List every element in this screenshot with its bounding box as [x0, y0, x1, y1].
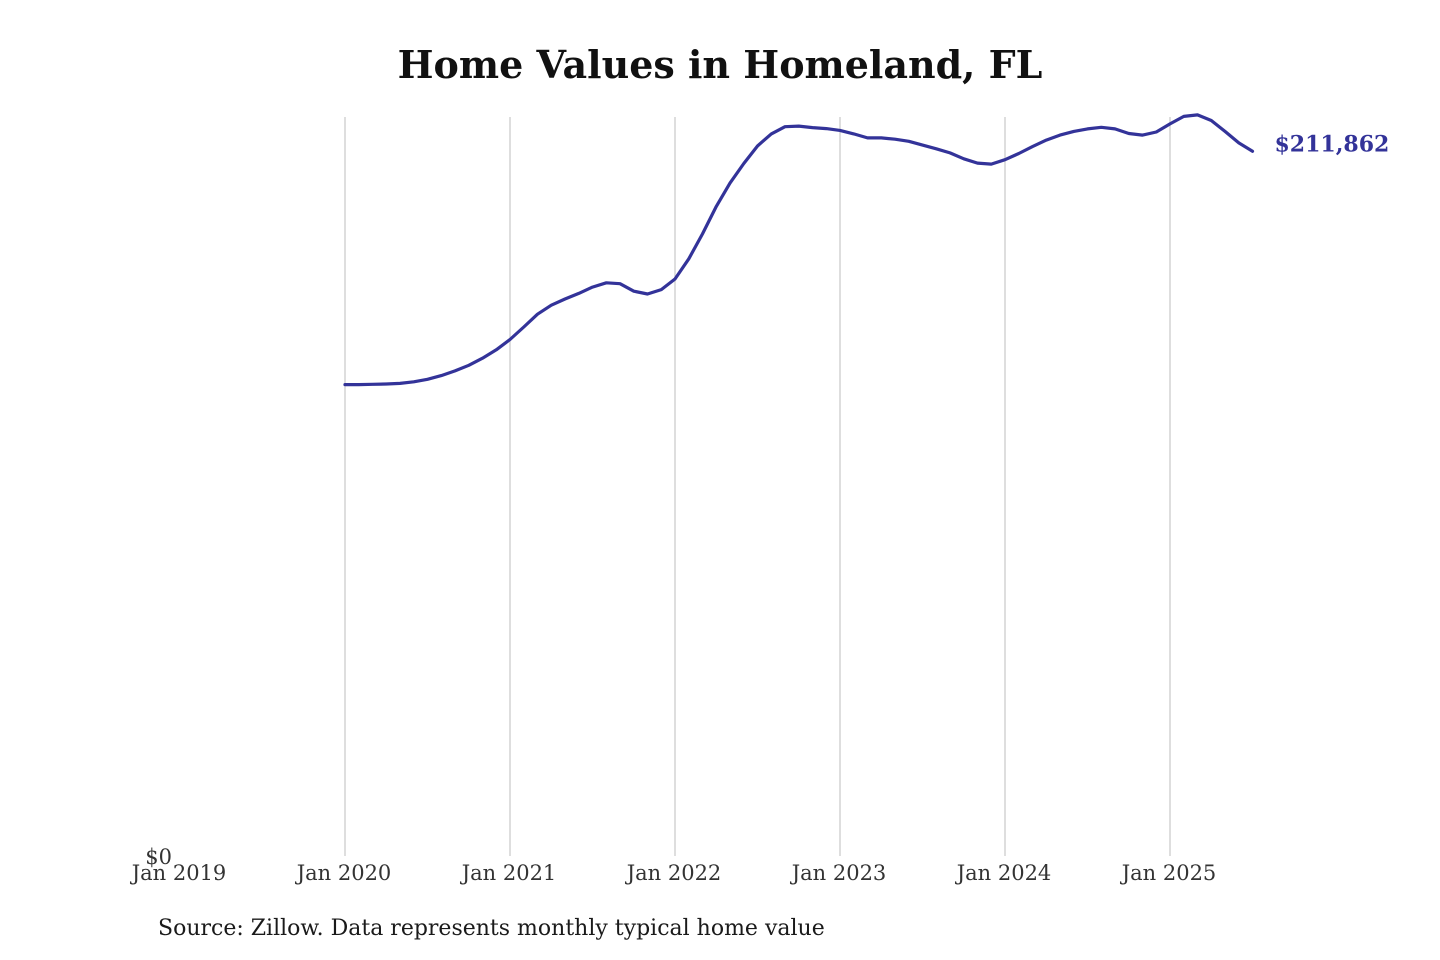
end-value-label: $211,862 [1275, 131, 1390, 157]
x-tick-label: Jan 2024 [955, 861, 1052, 885]
x-tick-label: Jan 2022 [625, 861, 722, 885]
grid-lines [344, 117, 1171, 856]
x-tick-label: Jan 2021 [460, 861, 557, 885]
x-tick-label: Jan 2025 [1120, 861, 1217, 885]
source-note: Source: Zillow. Data represents monthly … [158, 916, 825, 941]
x-tick-label: Jan 2020 [295, 861, 392, 885]
y-tick-label: $0 [145, 845, 172, 869]
series-line-home-value [343, 113, 1255, 387]
x-tick-label: Jan 2023 [790, 861, 887, 885]
chart-title: Home Values in Homeland, FL [397, 42, 1043, 87]
x-tick-label: Jan 2019 [130, 861, 227, 885]
x-axis-ticks: Jan 2019 Jan 2020 Jan 2021 Jan 2022 Jan 2023… [130, 861, 1217, 885]
